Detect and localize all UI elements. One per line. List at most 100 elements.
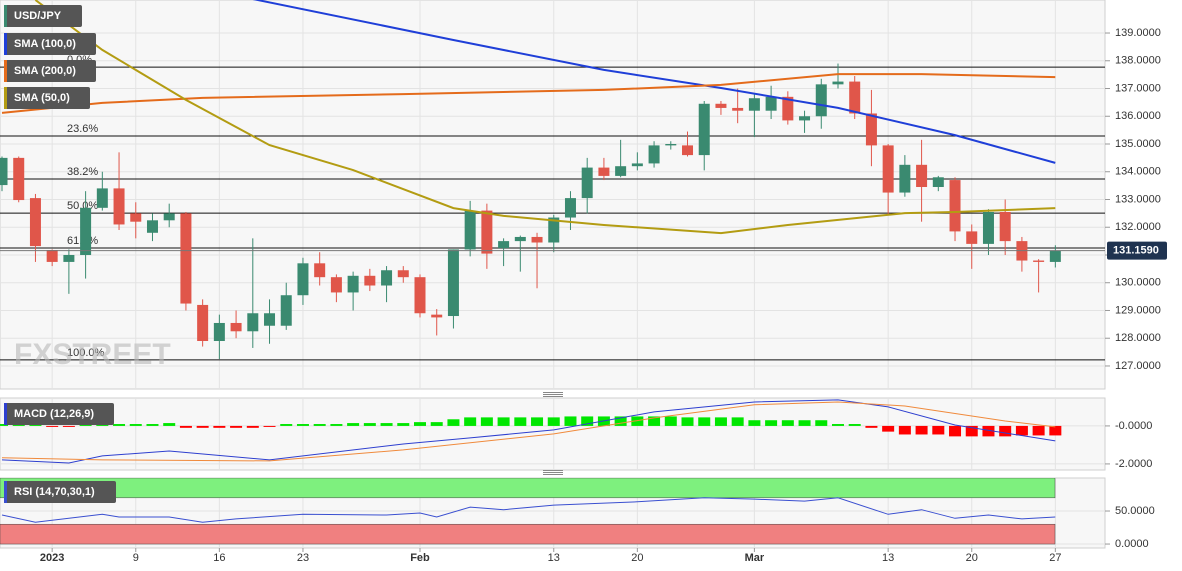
candle-body [297,263,309,296]
histogram-bar [949,425,962,437]
y-tick-label: 128.0000 [1115,332,1161,344]
legend-title: USD/JPY [14,10,62,22]
candle-body [748,98,760,111]
y-tick-label: -0.0000 [1115,420,1152,432]
x-tick-label: 2023 [40,552,64,564]
candle-body [1033,260,1045,262]
candle-body [80,207,92,255]
y-tick-label: 132.0000 [1115,221,1161,233]
legend-box[interactable] [4,87,90,109]
price-pane [0,0,1106,390]
candle-body [682,145,694,156]
candle-body [531,236,543,243]
legend-box[interactable] [4,5,82,27]
candle-body [982,211,994,244]
candle-body [230,322,242,332]
histogram-bar [581,416,594,426]
histogram-bar [280,424,293,426]
histogram-bar [982,425,995,437]
histogram-bar [129,424,142,426]
candle-body [932,177,944,188]
legend-swatch [4,5,7,27]
candle-body [832,81,844,85]
legend-box[interactable] [4,481,116,503]
histogram-bar [848,424,861,426]
candle-body [581,167,593,199]
candle-body [381,270,393,286]
y-tick-label: 139.0000 [1115,27,1161,39]
histogram-bar [798,420,811,426]
y-tick-label: 50.0000 [1115,505,1155,517]
candle-body [1049,250,1061,262]
series-line [1,399,1056,464]
candle-body [698,103,710,156]
series-line [34,0,1056,235]
pane-marks: 0.0%23.6%38.2%50.0%61.8%100.0% [0,0,1105,361]
histogram-bar [62,425,75,427]
pane-handle[interactable] [543,470,563,475]
histogram-bar [631,416,644,426]
histogram-bar [915,425,928,435]
histogram-bar [831,424,844,426]
histogram-bar [815,420,828,426]
pane-handle[interactable] [543,392,563,397]
legend-box[interactable] [4,403,114,425]
candle-body [447,249,459,317]
legend-swatch [4,481,7,503]
y-tick-label: -2.0000 [1115,458,1152,470]
candle-body [999,211,1011,242]
series-line [1,73,1056,114]
histogram-bar [263,425,276,427]
histogram-bar [731,417,744,426]
candle-body [966,231,978,244]
histogram-bar [698,417,711,426]
series-line [1,401,1056,462]
legend-box[interactable] [4,33,96,55]
histogram-bar [46,425,59,427]
x-tick-label: 16 [213,552,225,564]
series-line [1,497,1056,523]
rsi-band [0,478,1056,499]
legend-entry: SMA (200,0) [14,65,76,77]
histogram-bar [213,425,226,428]
histogram-bar [296,424,309,426]
histogram-bar [347,423,360,426]
histogram-bar [865,425,878,428]
pane-marks [0,399,1062,464]
x-tick-label: 13 [548,552,560,564]
histogram-bar [648,416,661,426]
histogram-bar [179,425,192,428]
histogram-bar [681,417,694,426]
candle-body [130,213,142,222]
candle-body [564,198,576,218]
histogram-bar [547,417,560,426]
histogram-bar [230,425,243,428]
candle-body [765,96,777,111]
candle-body [431,314,443,318]
candle-body [598,167,610,176]
candle-body [815,84,827,117]
histogram-bar [748,420,761,426]
histogram-bar [430,422,443,426]
fib-label: 100.0% [67,347,105,359]
y-tick-label: 138.0000 [1115,55,1161,67]
fib-label: 38.2% [67,166,98,178]
candle-body [163,213,175,221]
candle-body [782,96,794,121]
x-tick-label: 20 [966,552,978,564]
histogram-bar [614,416,627,426]
histogram-bar [898,425,911,435]
x-tick-label: 27 [1049,552,1061,564]
histogram-bar [1032,425,1045,436]
histogram-bar [397,423,410,426]
candle-body [631,163,643,167]
histogram-bar [330,424,343,426]
histogram-bar [765,420,778,426]
rsi-band [0,523,1056,545]
candle-body [397,270,409,278]
overlay: FXSTREET USD/JPY SMA (100,0) SMA (200,0)… [4,5,1167,564]
candle-body [347,275,359,293]
fib-label: 23.6% [67,123,98,135]
grid [0,0,1105,548]
legend-box[interactable] [4,60,96,82]
